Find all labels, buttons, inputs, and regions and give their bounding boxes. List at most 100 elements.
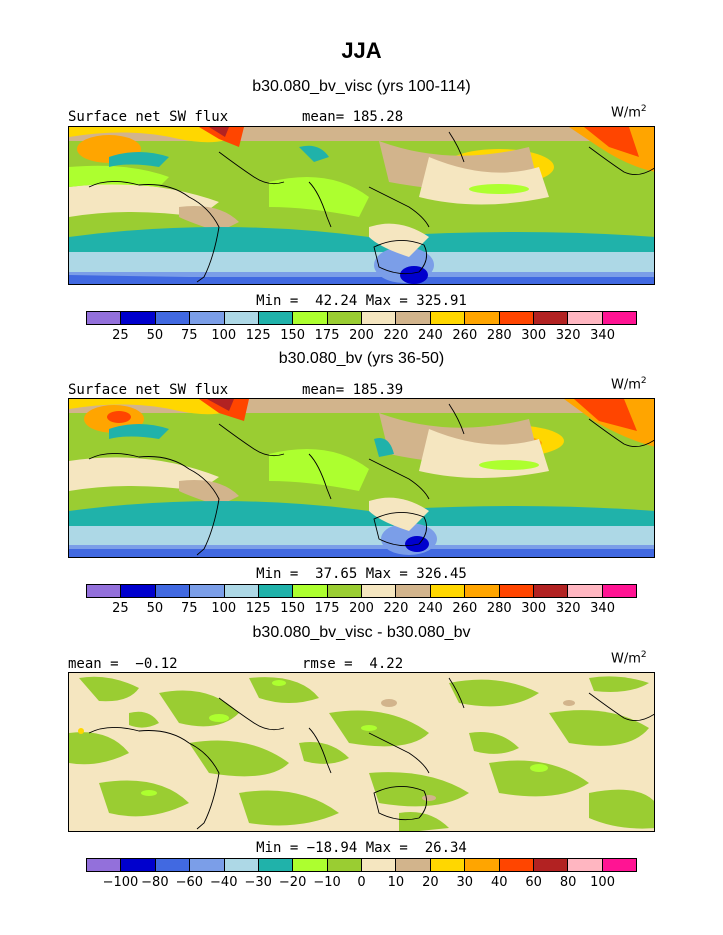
colorbar-tick-label: 50	[146, 328, 164, 343]
colorbar-tick-label: −80	[141, 875, 169, 890]
colorbar-tick-label: 200	[349, 328, 374, 343]
panel2-colorbar-ticks: 25 50 75 100 125 150 175 200 220 240 260 280 300 320 3…	[86, 601, 637, 617]
colorbar-tick-label: 340	[590, 328, 615, 343]
panel1-minmax: Min = 42.24 Max = 325.91	[256, 293, 467, 309]
colorbar-swatch	[568, 585, 603, 597]
colorbar-tick-label: −20	[278, 875, 307, 890]
colorbar-tick-label: 100	[211, 601, 237, 616]
panel3-subtitle: b30.080_bv_visc - b30.080_bv	[252, 624, 471, 641]
panel2-units: W/m2	[611, 376, 647, 393]
colorbar-swatch	[465, 585, 500, 597]
colorbar-swatch	[87, 859, 122, 871]
colorbar-swatch	[293, 312, 328, 324]
colorbar-swatch	[121, 312, 156, 324]
colorbar-swatch	[87, 585, 122, 597]
colorbar-tick-label: −30	[244, 875, 272, 890]
colorbar-tick-label: 280	[486, 328, 512, 343]
colorbar-swatch	[499, 859, 534, 871]
colorbar-swatch	[155, 312, 191, 324]
colorbar-tick-label: 125	[245, 328, 271, 343]
page-title: JJA	[341, 38, 382, 63]
colorbar-tick-label: 150	[280, 601, 306, 616]
colorbar-swatch	[121, 859, 156, 871]
colorbar-tick-label: 20	[422, 875, 439, 890]
colorbar-tick-label: −100	[102, 875, 139, 890]
panel2-variable-label: Surface net SW flux	[68, 382, 229, 398]
panel2-subtitle: b30.080_bv (yrs 36-50)	[278, 350, 445, 367]
panel2-field	[69, 399, 654, 557]
colorbar-tick-label: 260	[452, 601, 478, 616]
panel1-variable-label: Surface net SW flux	[68, 109, 229, 125]
colorbar-swatch	[224, 312, 259, 324]
colorbar-tick-label: 30	[456, 875, 474, 890]
colorbar-swatch	[430, 585, 466, 597]
colorbar-tick-label: 240	[417, 601, 443, 616]
colorbar-swatch	[533, 859, 569, 871]
panel3-colorbar	[86, 858, 637, 872]
colorbar-swatch	[258, 585, 294, 597]
colorbar-swatch	[327, 585, 362, 597]
colorbar-tick-label: 75	[181, 328, 198, 343]
colorbar-swatch	[190, 585, 225, 597]
colorbar-swatch	[224, 859, 259, 871]
panel1-colorbar	[86, 311, 637, 325]
colorbar-swatch	[155, 859, 191, 871]
panel1-subtitle: b30.080_bv_visc (yrs 100-114)	[252, 78, 471, 95]
colorbar-tick-label: 75	[181, 601, 198, 616]
colorbar-tick-label: 320	[555, 601, 581, 616]
colorbar-swatch	[533, 585, 569, 597]
colorbar-tick-label: 280	[486, 601, 512, 616]
colorbar-swatch	[87, 312, 122, 324]
colorbar-swatch	[362, 859, 397, 871]
colorbar-swatch	[396, 312, 431, 324]
colorbar-tick-label: 320	[555, 328, 581, 343]
colorbar-tick-label: 60	[525, 875, 542, 890]
colorbar-swatch	[430, 859, 466, 871]
colorbar-swatch	[155, 585, 191, 597]
colorbar-swatch	[499, 312, 534, 324]
colorbar-swatch	[465, 312, 500, 324]
colorbar-tick-label: 0	[357, 875, 366, 890]
colorbar-swatch	[396, 585, 431, 597]
panel3-colorbar-ticks: −100 −80 −60 −40 −30 −20 −10 0 10 20 30 40 60 80 100	[86, 875, 637, 891]
colorbar-tick-label: 340	[590, 601, 615, 616]
colorbar-swatch	[602, 585, 636, 597]
colorbar-swatch	[190, 312, 225, 324]
colorbar-swatch	[362, 585, 397, 597]
panel1-units: W/m2	[611, 104, 647, 121]
colorbar-tick-label: 80	[559, 875, 577, 890]
colorbar-tick-label: 260	[452, 328, 478, 343]
colorbar-tick-label: 100	[211, 328, 237, 343]
panel3-minmax: Min = −18.94 Max = 26.34	[256, 840, 467, 856]
colorbar-tick-label: 25	[112, 601, 129, 616]
colorbar-swatch	[396, 859, 431, 871]
panel2-mean-label: mean= 185.39	[302, 382, 404, 398]
colorbar-swatch	[465, 859, 500, 871]
panel3-map	[68, 672, 655, 832]
colorbar-swatch	[258, 312, 294, 324]
colorbar-tick-label: −60	[175, 875, 204, 890]
colorbar-tick-label: 220	[383, 328, 409, 343]
colorbar-swatch	[327, 312, 362, 324]
colorbar-swatch	[430, 312, 466, 324]
colorbar-tick-label: 175	[314, 328, 340, 343]
panel3-rmse-label: rmse = 4.22	[302, 656, 404, 672]
colorbar-swatch	[602, 312, 636, 324]
panel3-field	[69, 673, 654, 831]
colorbar-swatch	[258, 859, 294, 871]
colorbar-swatch	[362, 312, 397, 324]
colorbar-tick-label: 300	[521, 328, 547, 343]
panel1-colorbar-ticks: 25 50 75 100 125 150 175 200 220 240 260 280 300 320 3…	[86, 328, 637, 344]
colorbar-swatch	[327, 859, 362, 871]
colorbar-tick-label: 200	[349, 601, 374, 616]
panel1-mean-label: mean= 185.28	[302, 109, 404, 125]
colorbar-tick-label: −10	[313, 875, 341, 890]
colorbar-swatch	[533, 312, 569, 324]
colorbar-tick-label: 25	[112, 328, 129, 343]
colorbar-tick-label: 50	[146, 601, 164, 616]
panel3-units: W/m2	[611, 650, 647, 667]
colorbar-swatch	[224, 585, 259, 597]
panel2-map	[68, 398, 655, 558]
panel2-minmax: Min = 37.65 Max = 326.45	[256, 566, 467, 582]
colorbar-tick-label: 150	[280, 328, 306, 343]
